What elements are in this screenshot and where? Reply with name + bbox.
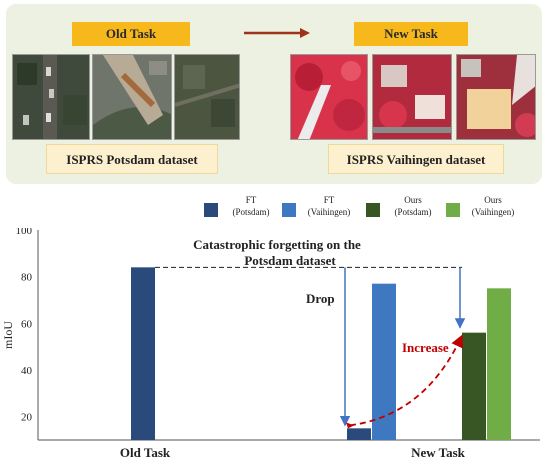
legend-label-line2: (Potsdam)	[232, 207, 270, 217]
old-task-label: Old Task	[72, 22, 190, 46]
forgetting-annotation-line2: Potsdam dataset	[244, 253, 336, 268]
legend-swatch	[366, 203, 380, 217]
task-illustration-panel: Old Task New Task	[6, 4, 542, 184]
forgetting-annotation-line1: Catastrophic forgetting on the	[193, 237, 361, 252]
legend-swatch	[446, 203, 460, 217]
x-category-label: Old Task	[120, 445, 171, 460]
task-transition-arrow-icon	[244, 28, 310, 38]
y-axis-label: mIoU	[1, 321, 15, 349]
bar-ours-vaihingen-new-task	[487, 288, 511, 440]
legend-label-line1: Ours	[404, 195, 422, 205]
y-tick-label: 60	[21, 318, 33, 330]
vaihingen-aerial-image-1	[290, 54, 368, 140]
vaihingen-aerial-image-3	[456, 54, 536, 140]
new-dataset-label: ISPRS Vaihingen dataset	[328, 144, 504, 174]
legend-label-line1: FT	[323, 195, 335, 205]
y-tick-label: 100	[16, 228, 33, 237]
old-dataset-label: ISPRS Potsdam dataset	[46, 144, 218, 174]
chart-legend: FT (Potsdam) FT (Vaihingen) Ours (Potsdam) …	[196, 194, 546, 228]
increase-arrow-tail	[346, 422, 354, 429]
vaihingen-aerial-image-2	[372, 54, 452, 140]
bar-ft-vaihingen-new-task	[372, 283, 396, 440]
legend-label-line1: Ours	[484, 195, 502, 205]
y-tick-label: 80	[21, 272, 33, 284]
y-tick-label: 40	[21, 365, 33, 377]
legend-swatch	[204, 203, 218, 217]
legend-label-line2: (Vaihingen)	[471, 207, 515, 217]
x-category-label: New Task	[411, 445, 466, 460]
legend-swatch	[282, 203, 296, 217]
potsdam-aerial-image-1	[12, 54, 90, 140]
drop-annotation: Drop	[306, 291, 335, 306]
bar-ours-potsdam-new-task	[462, 332, 486, 440]
legend-label-line2: (Potsdam)	[394, 207, 432, 217]
potsdam-aerial-image-3	[174, 54, 240, 140]
increase-arrow	[349, 334, 463, 427]
legend-label-line2: (Vaihingen)	[307, 207, 351, 217]
increase-annotation: Increase	[402, 340, 449, 355]
y-tick-label: 20	[21, 412, 33, 424]
bar-ft-potsdam-new-task	[347, 428, 371, 440]
miou-bar-chart: 20 40 60 80 100 mIoU Old Task New Task Catastrop…	[1, 228, 540, 460]
new-task-label: New Task	[354, 22, 468, 46]
potsdam-aerial-image-2	[92, 54, 172, 140]
legend-label-line1: FT	[245, 195, 257, 205]
bar-ft-potsdam-old-task	[131, 267, 155, 440]
